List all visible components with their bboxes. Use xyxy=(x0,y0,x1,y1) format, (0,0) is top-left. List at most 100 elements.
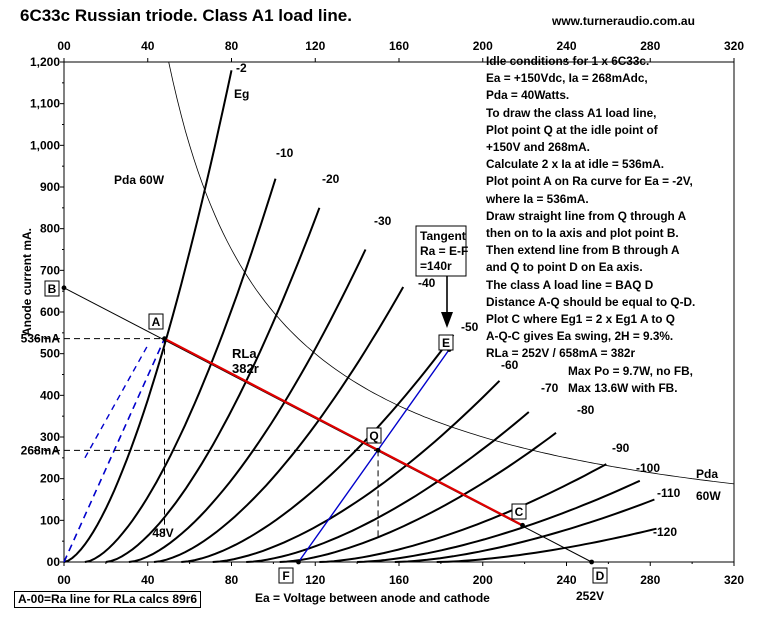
tangent-arrow-head xyxy=(441,312,453,328)
x-tick-label-top: 40 xyxy=(141,39,155,53)
note-line: Max 13.6W with FB. xyxy=(568,380,678,395)
x-tick-label: 80 xyxy=(225,573,239,587)
y-536-label: 536mA xyxy=(21,332,61,346)
point-label-box xyxy=(148,313,164,330)
y-tick-label: 100 xyxy=(40,513,60,527)
grid-curve-label: -80 xyxy=(577,403,595,417)
x-tick-label: 120 xyxy=(305,573,325,587)
note-line: Plot C where Eg1 = 2 x Eg1 A to Q xyxy=(486,312,675,327)
point-label-box xyxy=(366,427,382,444)
y-axis-label: Anode current mA. xyxy=(20,228,34,336)
tangent-box xyxy=(415,225,467,277)
point-marker xyxy=(375,447,381,453)
y-tick-label: 300 xyxy=(40,430,60,444)
note-line: then on to Ia axis and plot point B. xyxy=(486,226,679,241)
point-label-box xyxy=(592,567,608,584)
v-48-label: 48V xyxy=(152,526,173,540)
note-line: To draw the class A1 load line, xyxy=(486,105,657,120)
grid-curve-label: -2 xyxy=(236,61,247,75)
point-label: C xyxy=(515,505,524,519)
v-252-label: 252V xyxy=(576,589,604,603)
x-tick-label: 200 xyxy=(473,573,493,587)
chart-title: 6C33c Russian triode. Class A1 load line… xyxy=(20,6,352,25)
point-label: Q xyxy=(369,429,378,443)
tangent-label: Ra = E-F xyxy=(420,244,468,258)
ra-dashed-line xyxy=(84,344,149,459)
point-label: A xyxy=(152,315,161,329)
x-tick-label-top: 00 xyxy=(57,39,71,53)
grid-curve xyxy=(153,286,405,563)
note-line: A-Q-C gives Ea swing, 2H = 9.3%. xyxy=(486,329,674,344)
note-line: RLa = 252V / 658mA = 382r xyxy=(486,346,636,361)
note-line: Plot point A on Ra curve for Ea = -2V, xyxy=(486,174,693,189)
y-tick-label: 200 xyxy=(40,472,60,486)
x-tick-label-top: 280 xyxy=(640,39,660,53)
y-tick-label: 400 xyxy=(40,388,60,402)
point-label: D xyxy=(596,569,605,583)
note-line: Then extend line from B through A xyxy=(486,243,680,258)
grid-curve xyxy=(105,207,321,563)
note-line: and Q to point D on Ea axis. xyxy=(486,260,643,275)
grid-curve xyxy=(84,178,277,563)
x-tick-label: 280 xyxy=(640,573,660,587)
x-tick-label-top: 160 xyxy=(389,39,409,53)
x-tick-label: 160 xyxy=(389,573,409,587)
x-tick-label-top: 240 xyxy=(556,39,576,53)
x-tick-label: 00 xyxy=(57,573,71,587)
point-marker xyxy=(162,336,167,342)
note-line: Ea = +150Vdc, Ia = 268mAdc, xyxy=(486,71,648,86)
point-label: B xyxy=(48,282,57,296)
y-tick-label: 700 xyxy=(40,263,60,277)
y-tick-label: 500 xyxy=(40,347,60,361)
load-line-red xyxy=(163,337,524,527)
notes-panel: Idle conditions for 1 x 6C33c. Ea = +150… xyxy=(486,53,734,397)
y-tick-label: 900 xyxy=(40,180,60,194)
y-tick-label: 1,000 xyxy=(30,138,60,152)
note-line: Idle conditions for 1 x 6C33c. xyxy=(486,54,650,68)
point-label: F xyxy=(282,569,289,583)
grid-curve xyxy=(63,70,233,563)
eg-label: Eg xyxy=(234,87,249,101)
y-tick-label: 1,200 xyxy=(30,55,60,69)
y-tick-label: 00 xyxy=(47,555,61,569)
point-marker xyxy=(61,285,67,291)
x-tick-label: 320 xyxy=(724,573,744,587)
grid-curve xyxy=(181,334,455,563)
grid-curve-label: -120 xyxy=(653,525,677,539)
grid-curve-label: -90 xyxy=(612,441,630,455)
x-tick-label-top: 320 xyxy=(724,39,744,53)
footer-note-box: A-00=Ra line for RLa calcs 89r6 xyxy=(14,591,202,608)
y-268-label: 268mA xyxy=(21,443,61,457)
power-dissipation-curve xyxy=(168,62,734,485)
point-label-box xyxy=(438,334,454,351)
y-tick-label: 1,100 xyxy=(30,97,60,111)
y-tick-label: 600 xyxy=(40,305,60,319)
note-line: Plot point Q at the idle point of xyxy=(486,122,658,137)
note-line: Calculate 2 x Ia at idle = 536mA. xyxy=(486,157,665,172)
x-tick-label-top: 200 xyxy=(473,39,493,53)
website-label: www.turneraudio.com.au xyxy=(552,14,695,28)
grid-curve xyxy=(246,411,530,563)
load-line-name: RLa xyxy=(232,346,257,361)
point-label-box xyxy=(44,280,60,297)
grid-curve-label: -30 xyxy=(374,214,392,228)
x-tick-label: 40 xyxy=(141,573,155,587)
grid-curve xyxy=(279,432,557,563)
note-line: Max Po = 9.7W, no FB, xyxy=(568,363,693,378)
grid-curve-label: -10 xyxy=(276,146,294,160)
x-tick-label-top: 80 xyxy=(225,39,239,53)
grid-curve xyxy=(394,498,655,563)
point-label-box xyxy=(511,503,527,520)
power-curve-label-top: Pda 60W xyxy=(114,173,165,187)
point-marker xyxy=(296,559,301,565)
note-line: where Ia = 536mA. xyxy=(486,191,589,206)
note-line: Distance A-Q should be equal to Q-D. xyxy=(486,294,696,309)
grid-curve-label: -60 xyxy=(501,358,519,372)
grid-curve xyxy=(319,463,607,563)
note-line: The class A load line = BAQ D xyxy=(486,277,654,292)
grid-curve-label: -40 xyxy=(418,276,436,290)
grid-curve-label: -110 xyxy=(657,486,681,500)
power-curve-label-pda: Pda xyxy=(696,467,718,481)
grid-curve xyxy=(357,479,641,563)
y-tick-label: 800 xyxy=(40,222,60,236)
